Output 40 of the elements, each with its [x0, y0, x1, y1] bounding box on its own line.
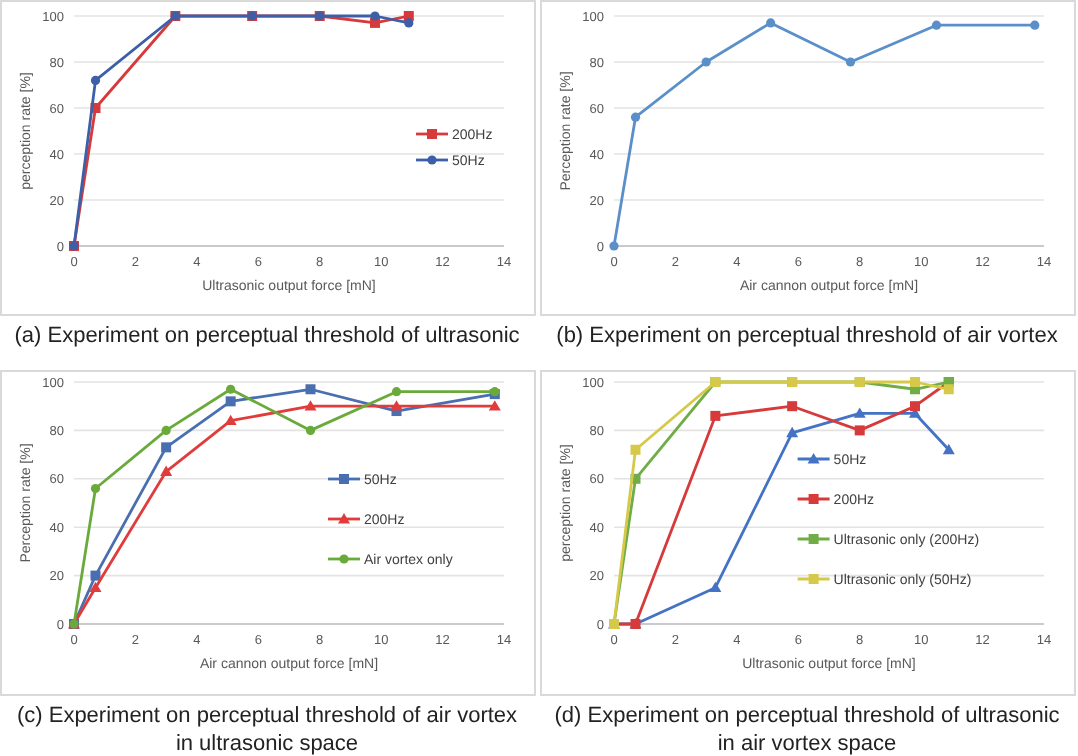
point — [90, 570, 101, 581]
point — [488, 400, 501, 411]
text: (c) Experiment on perceptual threshold of air vortex in ultrasonic space — [16, 704, 519, 756]
point — [845, 57, 856, 67]
point — [766, 18, 776, 28]
point — [910, 401, 920, 412]
point — [370, 11, 380, 21]
point — [161, 425, 171, 435]
point — [710, 410, 721, 421]
point — [226, 384, 236, 394]
point — [390, 400, 403, 411]
point — [786, 426, 799, 438]
point — [709, 581, 722, 593]
point — [943, 384, 954, 395]
point — [931, 20, 942, 30]
point — [404, 18, 414, 28]
point — [90, 483, 101, 494]
point — [630, 444, 641, 455]
point — [305, 384, 316, 395]
point — [161, 442, 172, 453]
point — [304, 400, 317, 411]
point — [391, 387, 402, 397]
point — [305, 425, 316, 435]
point — [224, 414, 237, 426]
point — [225, 396, 236, 407]
point — [89, 581, 102, 593]
text: (a) Experiment on perceptual threshold of ultrasonic — [14, 324, 521, 348]
text: (b) Experiment on perceptual threshold of air vortex — [556, 324, 1059, 348]
point — [1030, 20, 1040, 30]
point — [787, 401, 798, 412]
text: (d) Experiment on perceptual threshold of ultrasonic in air vortex space — [554, 704, 1061, 756]
point — [853, 407, 866, 418]
point — [609, 241, 619, 251]
point — [90, 75, 101, 85]
point — [701, 57, 711, 67]
point — [160, 465, 173, 476]
point — [854, 425, 865, 436]
point — [910, 377, 920, 387]
point — [942, 443, 955, 455]
point — [630, 112, 641, 122]
